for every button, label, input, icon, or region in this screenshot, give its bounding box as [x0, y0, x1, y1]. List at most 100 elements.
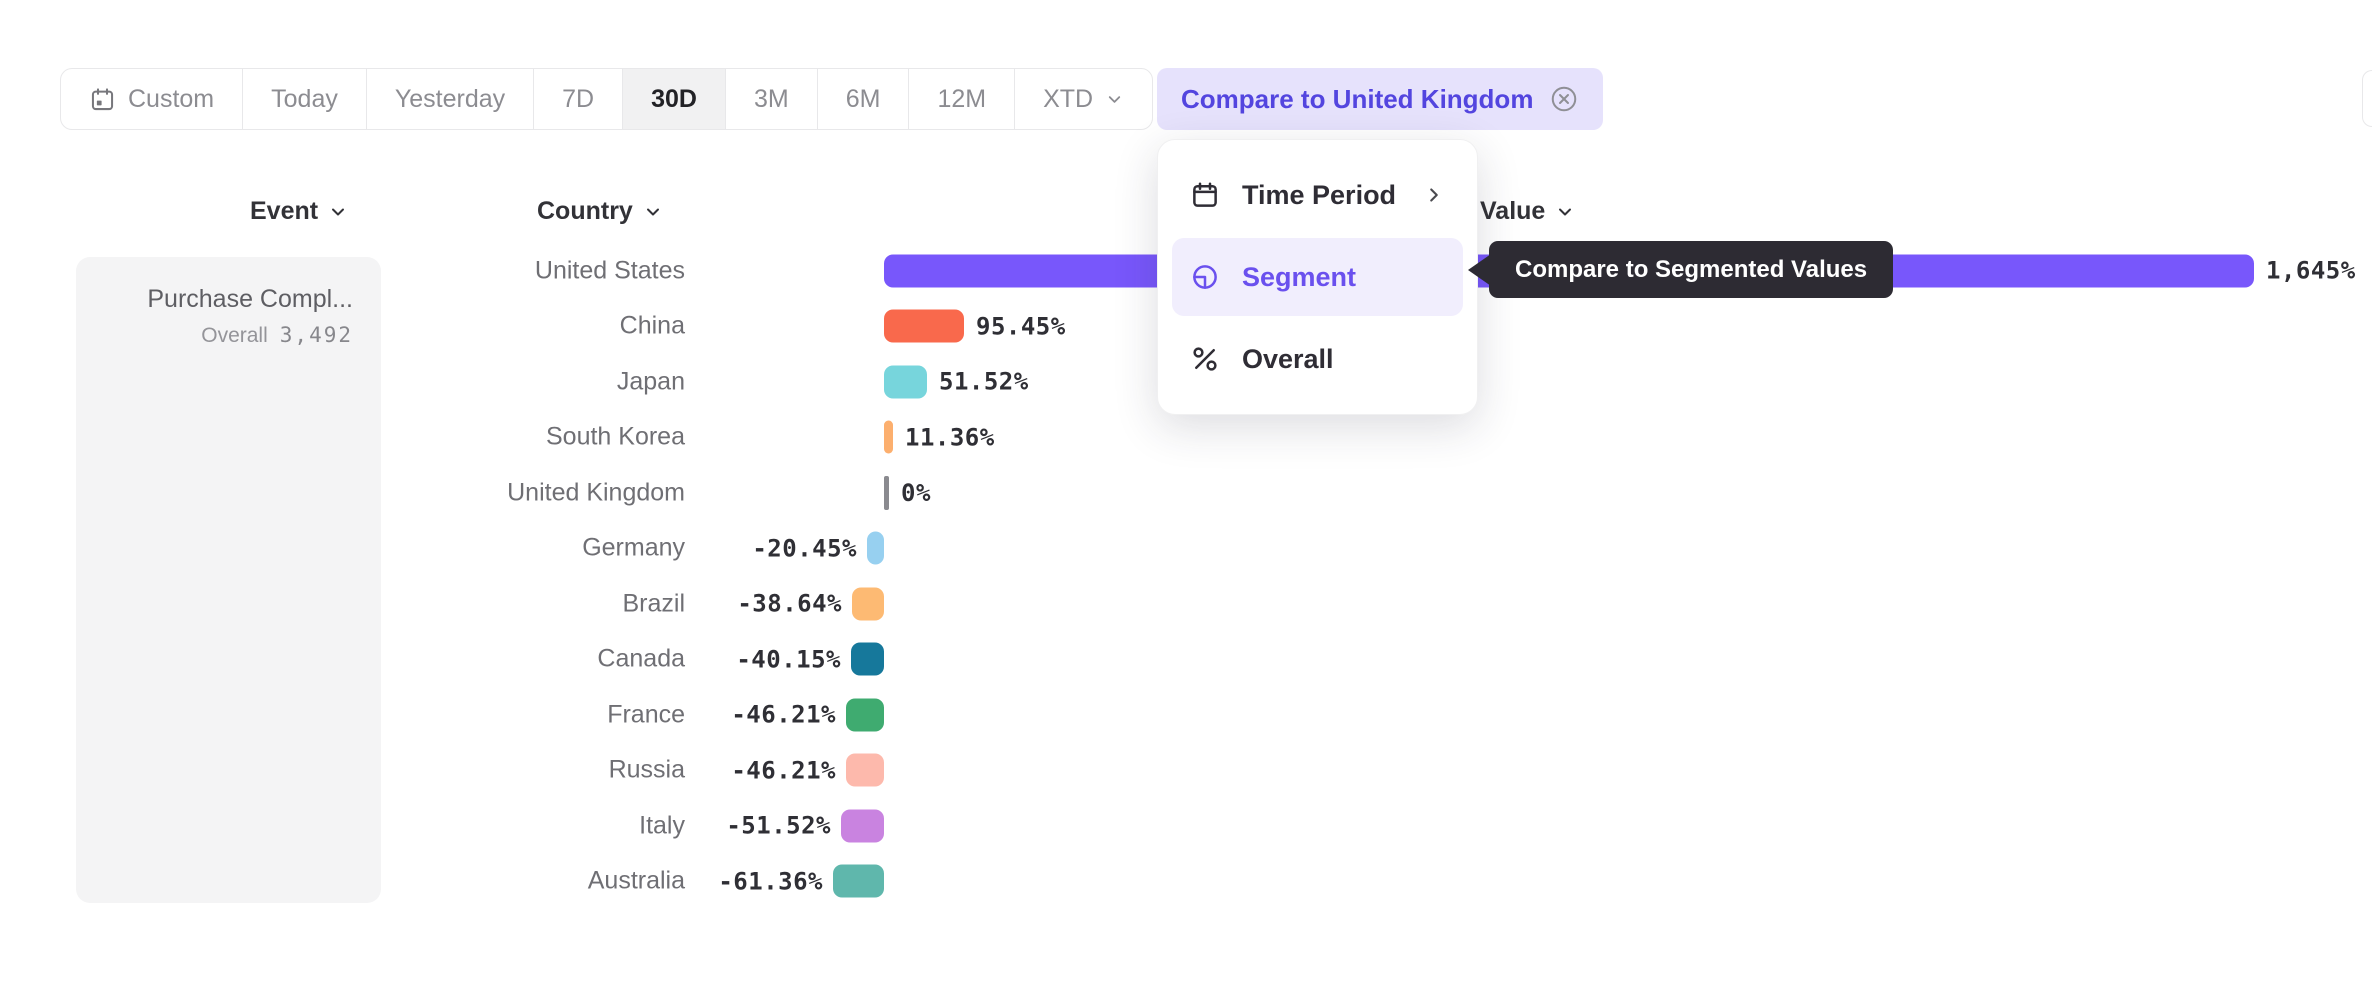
chart-row-south-korea: South Korea 11.36% [0, 410, 2372, 466]
bar-russia[interactable] [846, 753, 884, 787]
range-button-label: 30D [651, 84, 697, 113]
column-header-country[interactable]: Country [537, 197, 663, 226]
bar-group: -61.36% [718, 864, 884, 898]
category-label: United Kingdom [507, 478, 685, 507]
date-range-toolbar: Custom Today Yesterday 7D 30D 3M 6M 12M XTD [60, 68, 1154, 130]
bar-australia[interactable] [833, 864, 884, 898]
category-label: Japan [616, 367, 685, 396]
category-label: China [619, 311, 685, 340]
bar-canada[interactable] [851, 642, 884, 676]
chevron-down-icon [1559, 208, 1572, 215]
chart-row-germany: Germany -20.45% [0, 521, 2372, 577]
calendar-custom-icon [91, 87, 114, 110]
category-label: Brazil [622, 589, 685, 618]
menu-item-segment[interactable]: Segment [1172, 238, 1463, 316]
range-button-label: Today [271, 84, 338, 113]
calendar-icon [1193, 182, 1217, 207]
tooltip-text: Compare to Segmented Values [1515, 255, 1868, 283]
range-button-label: XTD [1043, 84, 1094, 113]
chart-row-australia: Australia -61.36% [0, 854, 2372, 910]
menu-item-label: Overall [1242, 343, 1334, 374]
event-overall-row: Overall 3,492 [76, 323, 353, 348]
category-label: Italy [639, 811, 685, 840]
range-button-label: Custom [128, 84, 215, 113]
bar-group: -40.15% [736, 642, 884, 676]
range-button-label: 6M [845, 84, 881, 113]
remove-compare-icon[interactable] [1549, 84, 1579, 114]
column-header-value[interactable]: Value [1480, 197, 1575, 226]
chart-row-japan: Japan 51.52% [0, 354, 2372, 410]
range-button-yesterday[interactable]: Yesterday [367, 69, 535, 129]
menu-item-label: Time Period [1242, 179, 1397, 210]
range-button-label: 12M [937, 84, 987, 113]
value-label: 11.36% [905, 423, 995, 452]
chart-row-brazil: Brazil -38.64% [0, 576, 2372, 632]
value-label: -46.21% [731, 756, 836, 785]
bar-group: 51.52% [884, 365, 1029, 399]
percent-icon [1193, 347, 1217, 371]
bar-group: -38.64% [737, 587, 884, 621]
category-label: Canada [597, 644, 685, 673]
bar-japan[interactable] [884, 365, 927, 399]
compare-chip[interactable]: Compare to United Kingdom [1157, 68, 1604, 130]
bar-brazil[interactable] [852, 587, 884, 621]
range-button-6m[interactable]: 6M [818, 69, 910, 129]
column-header-event-label: Event [250, 197, 319, 225]
bar-group: -20.45% [752, 531, 884, 565]
tooltip-arrow-left [1468, 253, 1491, 286]
range-button-30d[interactable]: 30D [623, 69, 726, 129]
value-label: -38.64% [737, 589, 842, 618]
chevron-down-icon [332, 208, 345, 215]
cutoff-button-edge [2362, 70, 2372, 127]
chart-row-france: France -46.21% [0, 687, 2372, 743]
category-label: United States [534, 256, 685, 285]
range-button-12m[interactable]: 12M [909, 69, 1016, 129]
tooltip: Compare to Segmented Values [1468, 241, 1894, 298]
value-label: -51.52% [726, 811, 831, 840]
range-button-xtd[interactable]: XTD [1015, 69, 1152, 129]
bar-france[interactable] [846, 698, 884, 732]
column-header-country-label: Country [537, 197, 633, 225]
compare-chip-label: Compare to United Kingdom [1181, 83, 1534, 114]
chevron-right-icon [1430, 188, 1438, 202]
event-name: Purchase Compl... [147, 285, 353, 313]
range-button-custom[interactable]: Custom [61, 69, 244, 129]
value-label: 95.45% [976, 312, 1066, 341]
segment-icon [1193, 265, 1217, 289]
menu-item-time-period[interactable]: Time Period [1172, 156, 1463, 234]
bar-germany[interactable] [867, 531, 884, 565]
menu-item-label: Segment [1242, 261, 1357, 292]
chart-row-canada: Canada -40.15% [0, 632, 2372, 688]
bar-china[interactable] [884, 309, 964, 343]
menu-item-overall[interactable]: Overall [1172, 320, 1463, 398]
chart-row-united-kingdom: United Kingdom 0% [0, 465, 2372, 521]
range-button-label: 7D [562, 84, 595, 113]
value-label: -46.21% [731, 700, 836, 729]
range-button-3m[interactable]: 3M [726, 69, 818, 129]
bar-group: 11.36% [884, 420, 995, 454]
chevron-down-icon [1108, 95, 1121, 103]
compare-dropdown-menu: Time Period Segment Overall [1157, 139, 1478, 415]
zero-baseline-tick [884, 475, 889, 510]
bar-italy[interactable] [841, 809, 884, 843]
chart-row-china: China 95.45% [0, 299, 2372, 355]
bar-group: 95.45% [884, 309, 1066, 343]
value-label: 51.52% [939, 367, 1029, 396]
category-label: Australia [587, 866, 685, 895]
event-panel[interactable]: Purchase Compl... Overall 3,492 [76, 257, 381, 903]
value-label: -40.15% [736, 645, 841, 674]
category-label: South Korea [546, 422, 685, 451]
value-label: 0% [901, 478, 931, 507]
value-label: -61.36% [718, 867, 823, 896]
column-header-value-label: Value [1480, 197, 1546, 225]
bar-south-korea[interactable] [884, 420, 893, 454]
range-button-label: 3M [753, 84, 789, 113]
range-button-today[interactable]: Today [243, 69, 367, 129]
chart-row-russia: Russia -46.21% [0, 743, 2372, 799]
category-label: France [607, 700, 685, 729]
submenu-chevron-wrap [1423, 184, 1445, 206]
category-label: Russia [608, 755, 685, 784]
range-button-7d[interactable]: 7D [534, 69, 624, 129]
column-header-event[interactable]: Event [250, 197, 348, 226]
